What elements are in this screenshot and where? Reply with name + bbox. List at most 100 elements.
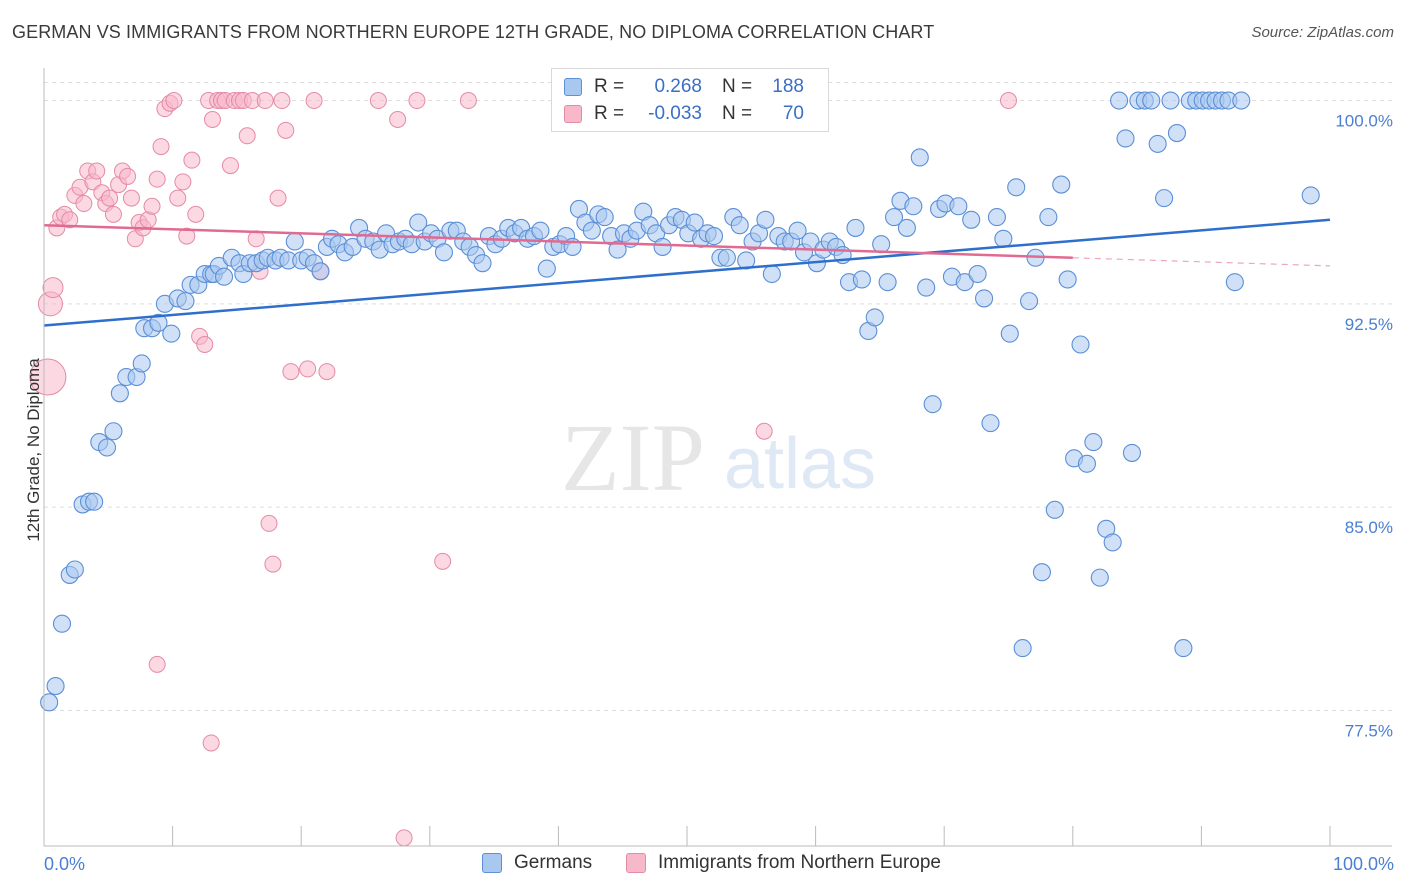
data-point-blue [917,278,936,297]
data-point-blue [1045,500,1064,519]
legend-row-immigrants: R = -0.033 N = 70 [564,102,804,126]
data-point-pink [119,167,137,185]
y-axis-label-wrap: 12th Grade, No Diploma [20,300,48,600]
data-point-blue [537,259,556,278]
data-point-blue [981,414,1000,433]
data-point-blue [132,354,151,373]
data-point-pink [282,363,300,381]
data-point-pink [169,189,187,207]
bottom-legend-germans: Germans [482,852,592,874]
data-point-pink [299,360,317,378]
data-point-pink [273,92,291,110]
data-point-blue [52,614,72,633]
data-point-pink [165,92,183,110]
bottom-legend-swatch-blue [482,853,502,873]
data-point-blue [1142,91,1161,110]
data-point-blue [994,229,1013,248]
data-point-blue [852,270,871,289]
data-point-blue [1148,134,1167,153]
grid-layer [44,82,1392,711]
data-point-pink [152,138,170,156]
legend-row-germans: R = 0.268 N = 188 [564,75,804,99]
x-tick-label: 100.0% [1333,854,1394,874]
data-point-blue [846,218,865,237]
data-point-blue [1084,433,1103,452]
data-point-blue [756,210,775,229]
data-point-blue [968,264,987,284]
data-point-pink [148,170,166,188]
data-point-pink [101,189,119,207]
watermark-atlas: atlas [724,424,876,504]
legend-n-value: 70 [782,103,804,124]
data-point-blue [85,492,104,511]
data-point-blue [872,235,891,254]
data-point-blue [878,273,897,292]
data-point-pink [29,358,67,396]
legend-box: R = 0.268 N = 188 R = -0.033 N = 70 [551,68,829,132]
data-point-pink [122,189,140,207]
data-point-blue [1007,178,1026,197]
data-point-blue [987,208,1006,227]
data-point-pink [196,336,214,354]
legend-r-label: R = [594,103,625,124]
data-point-blue [949,197,968,216]
data-point-blue [1000,324,1019,343]
y-tick-label: 92.5% [1345,315,1393,334]
data-point-blue [608,240,627,259]
trend-lines [43,218,1331,327]
axis-layer: 100.0% 92.5% 85.0% 77.5% 0.0% 100.0% [43,68,1394,874]
data-point-blue [685,213,704,232]
data-point-blue [704,227,724,246]
legend-n-value: 188 [772,76,804,97]
data-point-blue [865,308,884,327]
data-point-pink [187,205,205,223]
data-point-blue [897,218,916,237]
y-axis-label: 12th Grade, No Diploma [24,358,43,542]
data-point-blue [40,693,59,712]
blue-series [40,91,1320,712]
data-point-pink [434,552,452,570]
legend-n-label: N = [722,103,753,124]
legend-r-value: 0.268 [654,76,702,97]
data-point-blue [1032,563,1051,582]
source-label: Source: ZipAtlas.com [1251,24,1394,41]
data-point-blue [582,221,601,240]
data-point-blue [1167,124,1187,143]
data-point-blue [434,243,453,262]
data-point-pink [183,151,201,169]
data-point-pink [75,195,93,213]
data-point-pink [238,127,256,145]
data-point-blue [1090,568,1109,587]
data-point-blue [104,422,123,441]
data-point-pink [277,121,295,139]
data-point-blue [1232,91,1251,110]
data-point-pink [369,92,387,110]
data-point-pink [174,173,192,191]
trend-line-pink-dashed [1072,257,1331,267]
y-tick-label: 85.0% [1345,518,1393,537]
bottom-legend-swatch-pink [626,853,646,873]
watermark: ZIP atlas [561,404,876,511]
data-point-blue [1122,443,1142,462]
data-point-blue [1301,186,1320,205]
data-point-blue [910,148,929,167]
data-point-pink [104,205,122,223]
data-point-blue [311,262,330,281]
data-point-pink [395,829,413,847]
data-point-blue [1161,91,1180,110]
data-point-pink [61,211,79,229]
data-point-pink [318,363,336,381]
trend-line-blue [43,218,1331,327]
data-point-blue [214,267,234,286]
data-point-pink [88,162,106,180]
watermark-zip: ZIP [561,404,705,511]
data-point-blue [595,208,614,227]
data-point-pink [305,92,323,110]
data-point-blue [1013,639,1032,658]
data-point-blue [923,395,942,414]
data-point-blue [762,264,781,284]
legend-swatch-blue [564,78,582,96]
data-point-blue [955,273,974,292]
bottom-legend-label: Immigrants from Northern Europe [658,852,941,873]
data-point-pink [202,734,220,752]
